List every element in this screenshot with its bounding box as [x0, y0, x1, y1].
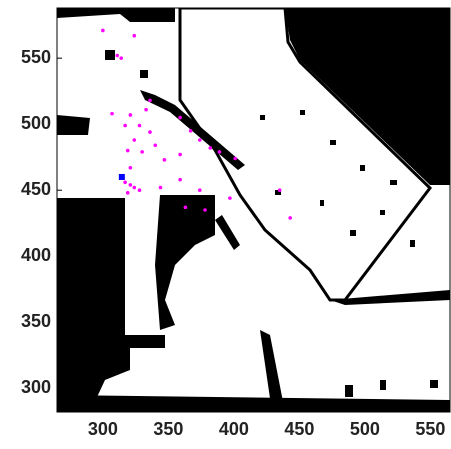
point [132, 186, 136, 190]
point [129, 166, 133, 170]
y-tick-label: 350 [21, 311, 51, 331]
y-tick-label: 550 [21, 47, 51, 67]
point [178, 153, 182, 157]
point [123, 124, 127, 128]
point [132, 34, 136, 38]
point [189, 129, 193, 133]
point [123, 180, 127, 184]
point [119, 56, 123, 60]
point [129, 183, 133, 187]
point [148, 99, 152, 103]
x-tick-label: 300 [88, 419, 118, 439]
point [110, 112, 114, 116]
point [126, 149, 130, 153]
point [129, 113, 133, 117]
y-tick-label: 300 [21, 377, 51, 397]
point [132, 138, 136, 142]
point [184, 206, 188, 210]
point [178, 178, 182, 182]
x-tick-label: 550 [415, 419, 445, 439]
point [233, 157, 237, 161]
point [208, 146, 212, 150]
point [228, 196, 232, 200]
point [148, 130, 152, 134]
point [198, 188, 202, 192]
point [203, 208, 207, 212]
point [126, 191, 130, 195]
y-tick-label: 500 [21, 113, 51, 133]
point [115, 54, 119, 58]
y-tick-label: 450 [21, 179, 51, 199]
point [138, 124, 142, 128]
x-tick-label: 400 [219, 419, 249, 439]
y-tick-label: 400 [21, 245, 51, 265]
point [178, 116, 182, 120]
x-tick-label: 350 [153, 419, 183, 439]
page: {"chart_data": {"type": "scatter", "xlim… [0, 0, 451, 449]
map-background [57, 8, 450, 412]
x-tick-label: 450 [284, 419, 314, 439]
point [198, 138, 202, 142]
point [163, 158, 167, 162]
point [153, 144, 157, 148]
point [159, 186, 163, 190]
chart: 300 350 400 450 500 550 300 350 400 450 500 550 [0, 0, 451, 444]
point [101, 29, 105, 33]
point [144, 108, 148, 112]
point [138, 188, 142, 192]
point [218, 150, 222, 154]
x-tick-label: 500 [350, 419, 380, 439]
point [288, 216, 292, 220]
point [278, 188, 282, 192]
point [140, 150, 144, 154]
point [119, 174, 125, 180]
